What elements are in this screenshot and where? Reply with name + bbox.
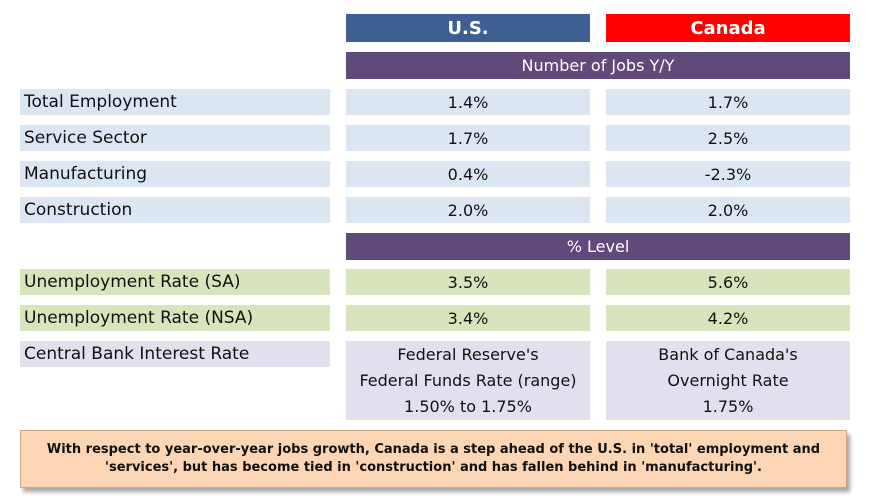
canada-value-service-sector: 2.5% xyxy=(606,125,850,151)
canada-value-unemployment-sa: 5.6% xyxy=(606,269,850,295)
canada-header: Canada xyxy=(606,14,850,42)
us-value-central-bank-rate: Federal Reserve's Federal Funds Rate (ra… xyxy=(346,341,590,420)
summary-note: With respect to year-over-year jobs grow… xyxy=(20,430,847,488)
us-rate-line-3: 1.50% to 1.75% xyxy=(404,396,532,416)
canada-value-central-bank-rate: Bank of Canada's Overnight Rate 1.75% xyxy=(606,341,850,420)
row-label-unemployment-nsa: Unemployment Rate (NSA) xyxy=(20,305,330,331)
canada-rate-line-2: Overnight Rate xyxy=(667,370,789,390)
canada-value-construction: 2.0% xyxy=(606,197,850,223)
row-label-service-sector: Service Sector xyxy=(20,125,330,151)
us-value-manufacturing: 0.4% xyxy=(346,161,590,187)
row-label-central-bank-rate: Central Bank Interest Rate xyxy=(20,341,330,367)
summary-note-line-2: 'services', but has become tied in 'cons… xyxy=(105,460,762,475)
canada-rate-line-3: 1.75% xyxy=(702,396,754,416)
row-label-unemployment-sa: Unemployment Rate (SA) xyxy=(20,269,330,295)
us-value-total-employment: 1.4% xyxy=(346,89,590,115)
us-value-service-sector: 1.7% xyxy=(346,125,590,151)
row-label-manufacturing: Manufacturing xyxy=(20,161,330,187)
us-header: U.S. xyxy=(346,14,590,42)
section-band-jobs: Number of Jobs Y/Y xyxy=(346,52,850,79)
canada-value-unemployment-nsa: 4.2% xyxy=(606,305,850,331)
us-value-construction: 2.0% xyxy=(346,197,590,223)
row-label-total-employment: Total Employment xyxy=(20,89,330,115)
canada-value-manufacturing: -2.3% xyxy=(606,161,850,187)
us-value-unemployment-nsa: 3.4% xyxy=(346,305,590,331)
summary-note-line-1: With respect to year-over-year jobs grow… xyxy=(46,442,821,457)
row-label-construction: Construction xyxy=(20,197,330,223)
us-value-unemployment-sa: 3.5% xyxy=(346,269,590,295)
canada-rate-line-1: Bank of Canada's xyxy=(658,344,798,364)
section-band-level: % Level xyxy=(346,233,850,260)
canada-value-total-employment: 1.7% xyxy=(606,89,850,115)
us-rate-line-2: Federal Funds Rate (range) xyxy=(359,370,577,390)
us-rate-line-1: Federal Reserve's xyxy=(397,344,539,364)
